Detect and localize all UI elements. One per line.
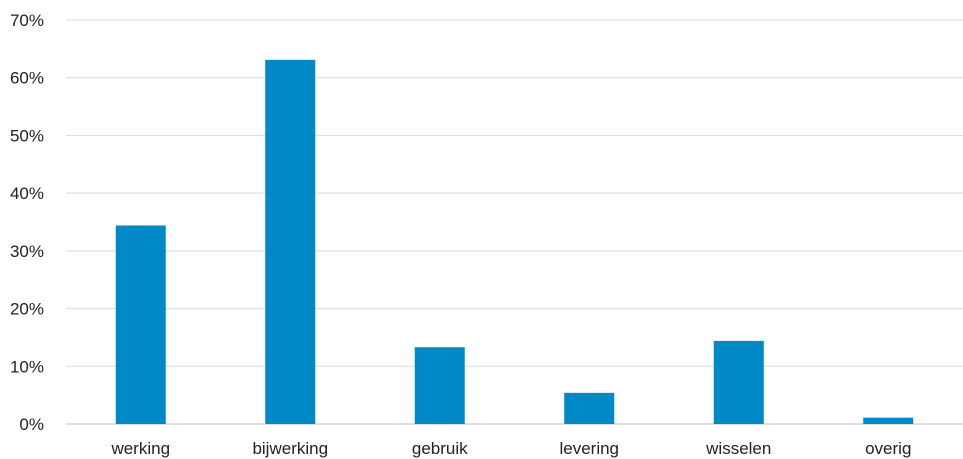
x-axis: werking bijwerking gebruik levering wisselen…: [110, 439, 911, 458]
y-axis: 0% 10% 20% 30% 40% 50% 60% 70%: [10, 11, 44, 434]
y-tick-label: 50%: [10, 126, 44, 145]
x-tick-label: gebruik: [412, 439, 468, 458]
bar-overig: [863, 417, 914, 424]
x-tick-label: werking: [110, 439, 170, 458]
y-tick-label: 30%: [10, 242, 44, 261]
y-tick-label: 70%: [10, 11, 44, 30]
y-tick-label: 0%: [19, 415, 44, 434]
y-tick-label: 20%: [10, 300, 44, 319]
x-tick-label: levering: [559, 439, 619, 458]
bar-levering: [564, 392, 615, 424]
bars: [115, 59, 914, 425]
y-tick-label: 40%: [10, 184, 44, 203]
y-tick-label: 60%: [10, 69, 44, 88]
bar-werking: [115, 225, 166, 424]
y-tick-label: 10%: [10, 357, 44, 376]
gridlines: [66, 19, 963, 425]
x-tick-label: overig: [865, 439, 911, 458]
bar-gebruik: [414, 347, 465, 424]
x-tick-label: bijwerking: [252, 439, 328, 458]
bar-bijwerking: [265, 59, 316, 425]
x-tick-label: wisselen: [705, 439, 771, 458]
bar-wisselen: [713, 340, 764, 424]
